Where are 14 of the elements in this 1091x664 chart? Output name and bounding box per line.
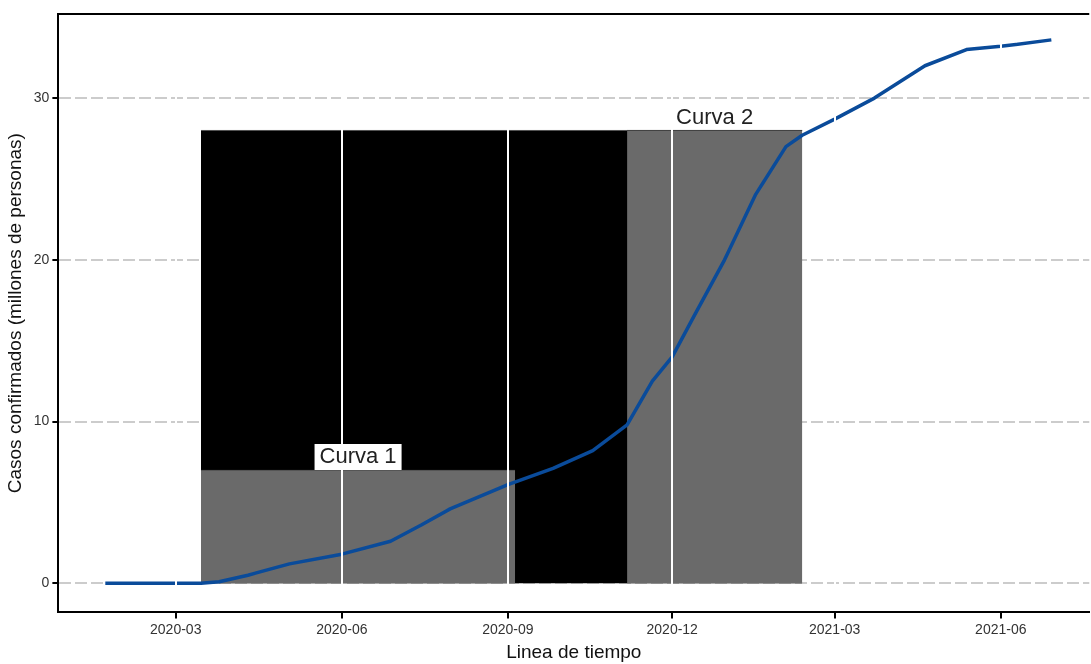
y-tick-label: 20 <box>33 250 50 267</box>
x-tick-label: 2020-09 <box>482 620 534 637</box>
x-tick-label: 2021-03 <box>808 620 861 637</box>
x-tick-label: 2020-06 <box>316 620 368 637</box>
x-tick-label: 2021-06 <box>975 620 1027 637</box>
x-axis-title: Linea de tiempo <box>506 640 642 662</box>
series-label: Curva 2 <box>676 103 754 129</box>
y-tick-label: 30 <box>33 88 50 105</box>
y-axis-title: Casos confirmados (millones de personas) <box>3 133 25 494</box>
y-tick-label: 10 <box>33 412 50 429</box>
y-tick-label: 0 <box>41 574 50 591</box>
x-tick-label: 2020-12 <box>646 620 699 637</box>
series-label: Curva 1 <box>319 443 397 469</box>
x-tick-label: 2020-03 <box>150 620 202 637</box>
